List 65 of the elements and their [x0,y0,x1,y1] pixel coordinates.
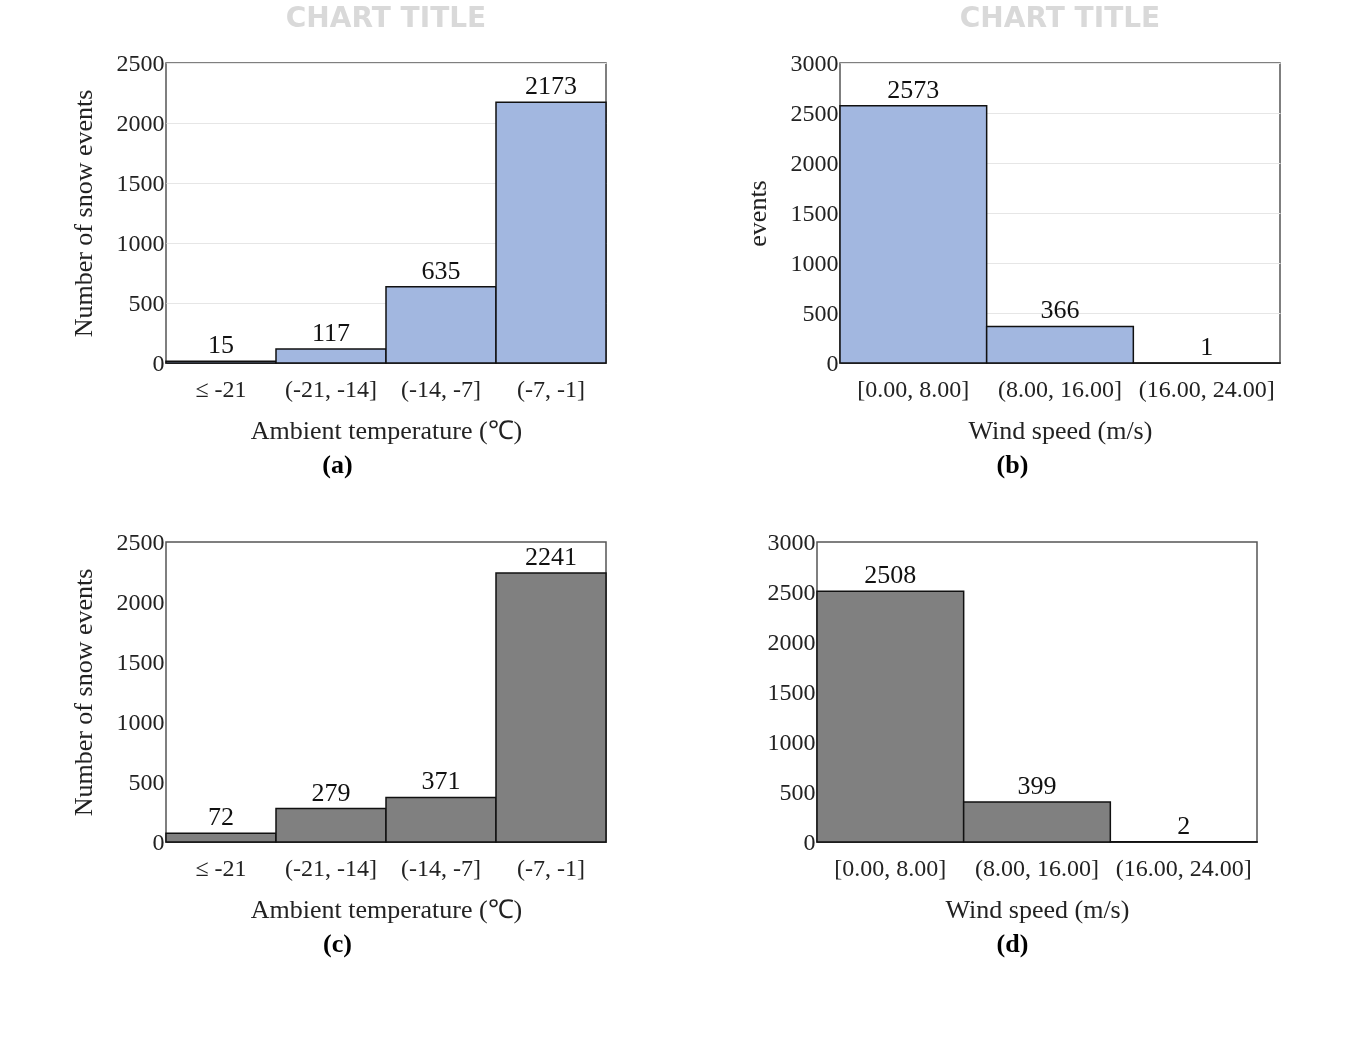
data-label: 399 [1017,771,1057,801]
text: (b) [996,450,1029,480]
y-tick-label: 1500 [116,648,164,675]
x-tick-label: ≤ -21 [194,375,247,402]
data-label: 2508 [864,560,917,590]
y-tick-label: 2500 [767,578,816,605]
y-tick-label: 1500 [767,678,816,705]
x-axis-title: Ambient temperature (℃) [250,894,522,924]
y-tick-label: 2000 [116,109,164,136]
y-tick-label: 2000 [790,149,839,176]
x-tick-label: (8.00, 16.00] [975,854,1099,881]
y-tick-label: 0 [826,349,839,376]
y-tick-label: 500 [128,768,164,795]
y-tick-label: 2500 [790,99,839,126]
data-label: 279 [311,777,350,807]
text: (c) [323,929,352,959]
x-tick-label: (-14, -7] [400,375,481,402]
y-tick-label: 3000 [790,49,839,76]
y-tick-label: 2500 [116,49,164,76]
data-label: 117 [311,317,350,347]
y-tick-label: 500 [802,299,839,326]
y-axis-title: events [742,180,772,247]
x-tick-label: (16.00, 24.00] [1115,854,1252,881]
text: (a) [322,450,353,480]
data-label: 371 [421,766,460,796]
data-label: 72 [207,802,234,832]
y-tick-label: 1000 [116,708,164,735]
x-axis-title: Wind speed (m/s) [968,415,1153,445]
y-tick-label: 500 [128,289,164,316]
data-label: 635 [421,255,460,285]
y-tick-label: 1000 [116,229,164,256]
data-label: 2 [1177,810,1191,840]
x-tick-label: [0.00, 8.00] [834,854,947,881]
y-tick-label: 0 [152,828,164,855]
x-tick-label: (-7, -1] [516,854,585,881]
x-tick-label: (-21, -14] [284,375,377,402]
x-tick-label: (-14, -7] [400,854,481,881]
data-label: 2173 [524,71,577,101]
y-axis-title: Number of snow events [68,568,97,817]
y-tick-label: 1000 [790,249,839,276]
y-tick-label: 2000 [767,628,816,655]
y-tick-label: 0 [803,828,816,855]
x-tick-label: [0.00, 8.00] [857,375,970,402]
text: (d) [996,929,1029,959]
y-axis-title: Number of snow events [68,89,97,338]
x-tick-label: (16.00, 24.00] [1138,375,1275,402]
x-tick-label: (8.00, 16.00] [998,375,1122,402]
data-label: 2241 [524,542,577,572]
y-tick-label: 0 [152,349,164,376]
y-tick-label: 3000 [767,528,816,555]
y-tick-label: 1000 [767,728,816,755]
x-tick-label: (-7, -1] [516,375,585,402]
y-tick-label: 2500 [116,528,164,555]
data-label: 1 [1200,331,1214,361]
x-tick-label: ≤ -21 [194,854,247,881]
data-label: 366 [1040,295,1080,325]
x-axis-title: Ambient temperature (℃) [250,415,522,445]
x-axis-title: Wind speed (m/s) [945,894,1130,924]
y-tick-label: 2000 [116,588,164,615]
y-tick-label: 500 [779,778,816,805]
y-tick-label: 1500 [790,199,839,226]
y-tick-label: 1500 [116,169,164,196]
x-tick-label: (-21, -14] [284,854,377,881]
data-label: 2573 [887,74,940,104]
data-label: 15 [207,330,234,360]
